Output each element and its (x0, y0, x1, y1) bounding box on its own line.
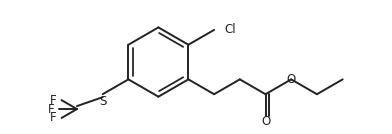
Text: O: O (287, 73, 296, 86)
Text: S: S (99, 95, 106, 108)
Text: Cl: Cl (224, 23, 236, 36)
Text: F: F (50, 94, 56, 107)
Text: O: O (261, 115, 270, 128)
Text: F: F (47, 103, 54, 116)
Text: F: F (50, 111, 56, 124)
